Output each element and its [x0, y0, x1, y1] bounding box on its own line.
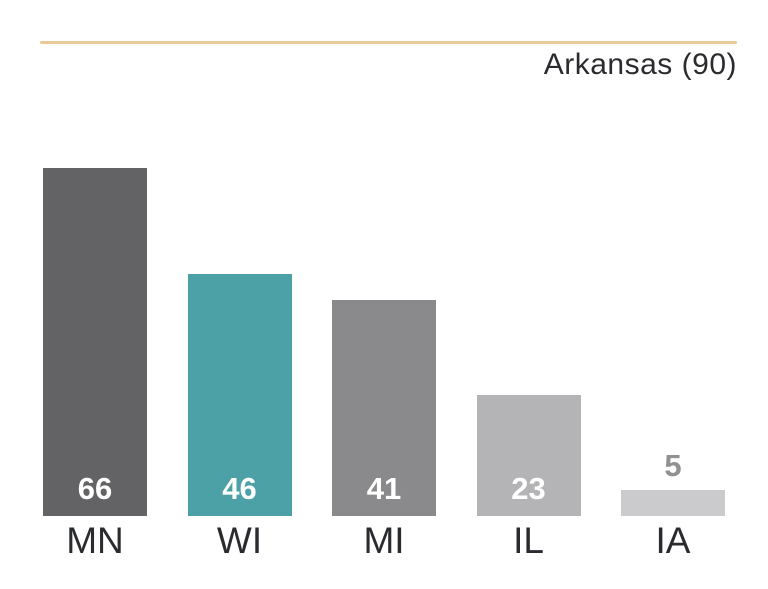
category-label-mi: MI [363, 520, 405, 561]
value-label-il: 23 [511, 471, 546, 506]
value-label-mn: 66 [77, 471, 113, 506]
category-label-wi: WI [216, 520, 263, 561]
value-label-ia: 5 [664, 447, 682, 483]
bar-column-il: 23 IL [476, 42, 581, 559]
bar-wi: 46 [187, 273, 292, 516]
category-label-mn: MN [66, 520, 124, 561]
bar-mn: 66 [43, 168, 147, 516]
value-label-wi: 46 [222, 471, 257, 506]
category-label-ia: IA [655, 520, 691, 561]
chart-title: Arkansas (90) [543, 48, 737, 81]
bar-ia: 5 [621, 450, 725, 516]
bar-mi: 41 [332, 300, 436, 516]
category-label-il: IL [513, 520, 544, 561]
reference-rule-line [40, 41, 737, 44]
bar-column-ia: 5 IA [621, 42, 725, 559]
plot-area: 66 MN 46 WI 41 MI 23 IL 5 IA [43, 42, 725, 559]
bar-il: 23 [476, 394, 581, 516]
bar-column-wi: 46 WI [187, 42, 292, 559]
bar-column-mn: 66 MN [43, 42, 147, 559]
bar-column-mi: 41 MI [332, 42, 436, 559]
value-label-mi: 41 [366, 471, 402, 506]
